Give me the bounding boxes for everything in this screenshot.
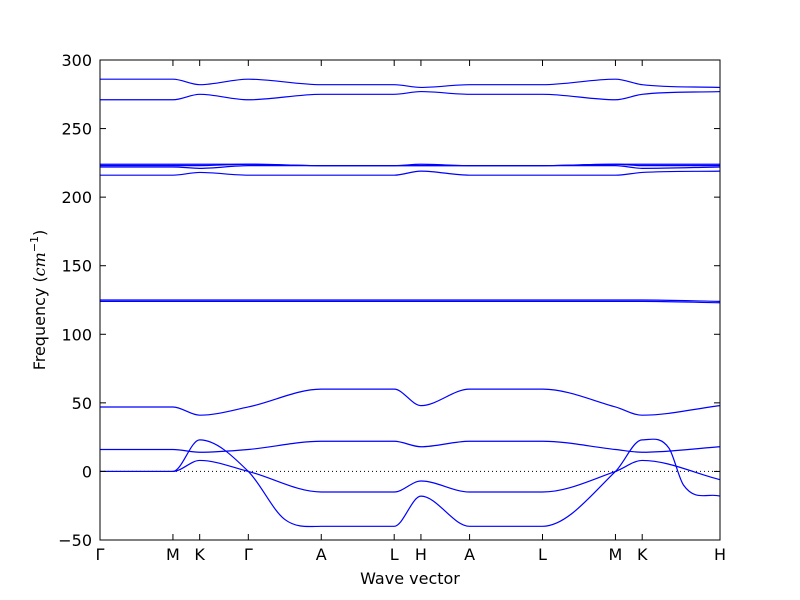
- x-axis-label: Wave vector: [360, 569, 460, 588]
- y-tick-label: 200: [61, 188, 92, 207]
- x-tick-label: L: [538, 545, 547, 564]
- x-tick-label: M: [166, 545, 180, 564]
- y-tick-label: 50: [72, 394, 92, 413]
- y-tick-label: 250: [61, 120, 92, 139]
- x-tick-label: A: [316, 545, 327, 564]
- branch-line-6: [99, 299, 721, 302]
- x-tick-label: H: [415, 545, 427, 564]
- branch-line-10: [99, 163, 720, 167]
- branch-line-3: [100, 440, 721, 453]
- x-tick-label: Γ: [96, 545, 105, 564]
- x-tick-label: Γ: [244, 545, 253, 564]
- y-axis-label-text: Frequency (: [30, 276, 49, 370]
- x-tick-label: L: [390, 545, 399, 564]
- y-axis-ticks: −50 0 50 100 150 200 250 300: [58, 51, 720, 550]
- x-tick-label: M: [609, 545, 623, 564]
- x-tick-label: H: [714, 545, 726, 564]
- y-axis-label-exponent: −1: [28, 236, 41, 252]
- series-layer: [99, 78, 721, 528]
- x-tick-label: K: [194, 545, 205, 564]
- branch-line-4: [99, 388, 721, 416]
- branch-line-11: [99, 90, 721, 101]
- branch-line-5: [100, 300, 721, 304]
- y-axis-label: Frequency (cm−1): [28, 230, 49, 371]
- branch-line-7: [100, 170, 721, 176]
- plot-frame: [99, 59, 721, 541]
- y-tick-label: −50: [58, 531, 92, 550]
- y-axis-label-unit: cm: [30, 252, 49, 276]
- y-axis-label-close: ): [30, 230, 49, 236]
- y-tick-label: 150: [61, 257, 92, 276]
- y-tick-label: 100: [61, 325, 92, 344]
- branch-line-2: [99, 438, 721, 528]
- x-tick-label: K: [637, 545, 648, 564]
- x-tick-label: A: [464, 545, 475, 564]
- branch-line-12: [100, 78, 721, 89]
- branch-line-1: [99, 459, 721, 493]
- y-tick-label: 0: [82, 462, 92, 481]
- y-tick-label: 300: [61, 51, 92, 70]
